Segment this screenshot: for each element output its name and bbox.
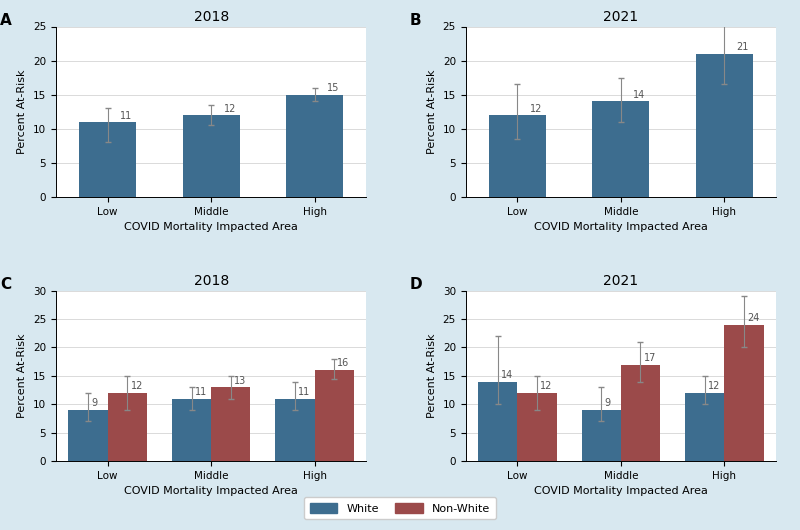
Bar (489, 115, 546, 197)
Text: D: D (410, 277, 422, 292)
Y-axis label: Percent At-Risk: Percent At-Risk (18, 333, 27, 418)
Text: 11: 11 (120, 111, 132, 121)
Bar (314, 370, 354, 461)
Text: 14: 14 (634, 90, 646, 100)
Text: 13: 13 (234, 376, 246, 385)
Title: 2021: 2021 (603, 274, 638, 288)
X-axis label: COVID Mortality Impacted Area: COVID Mortality Impacted Area (534, 487, 708, 497)
Text: 11: 11 (194, 387, 207, 397)
Bar (592, 101, 650, 197)
Bar (621, 365, 660, 461)
Bar (286, 95, 343, 197)
Text: 12: 12 (530, 104, 542, 114)
Bar (172, 399, 211, 461)
Text: 12: 12 (130, 381, 143, 391)
Bar (182, 115, 240, 197)
Text: 17: 17 (643, 353, 656, 363)
Legend: White, Non-White: White, Non-White (304, 497, 496, 519)
Text: B: B (410, 13, 422, 28)
Text: 24: 24 (747, 313, 759, 323)
Y-axis label: Percent At-Risk: Percent At-Risk (18, 69, 27, 154)
X-axis label: COVID Mortality Impacted Area: COVID Mortality Impacted Area (534, 222, 708, 232)
Bar (696, 54, 753, 197)
Text: 12: 12 (223, 104, 236, 114)
Text: 11: 11 (298, 387, 310, 397)
Text: 12: 12 (540, 381, 553, 391)
Bar (518, 393, 557, 461)
Bar (582, 410, 621, 461)
Text: 15: 15 (327, 83, 339, 93)
Bar (724, 325, 763, 461)
Y-axis label: Percent At-Risk: Percent At-Risk (427, 69, 437, 154)
Title: 2018: 2018 (194, 274, 229, 288)
Bar (685, 393, 724, 461)
Text: 9: 9 (91, 398, 98, 408)
Y-axis label: Percent At-Risk: Percent At-Risk (427, 333, 437, 418)
Bar (79, 122, 136, 197)
Text: A: A (0, 13, 12, 28)
X-axis label: COVID Mortality Impacted Area: COVID Mortality Impacted Area (124, 222, 298, 232)
Bar (478, 382, 518, 461)
Bar (275, 399, 314, 461)
Text: C: C (0, 277, 11, 292)
Title: 2018: 2018 (194, 10, 229, 24)
X-axis label: COVID Mortality Impacted Area: COVID Mortality Impacted Area (124, 487, 298, 497)
Text: 16: 16 (338, 358, 350, 368)
Text: 21: 21 (737, 42, 749, 52)
Title: 2021: 2021 (603, 10, 638, 24)
Bar (211, 387, 250, 461)
Text: 14: 14 (501, 370, 513, 380)
Bar (108, 393, 147, 461)
Bar (69, 410, 108, 461)
Text: 12: 12 (708, 381, 720, 391)
Text: 9: 9 (604, 398, 610, 408)
